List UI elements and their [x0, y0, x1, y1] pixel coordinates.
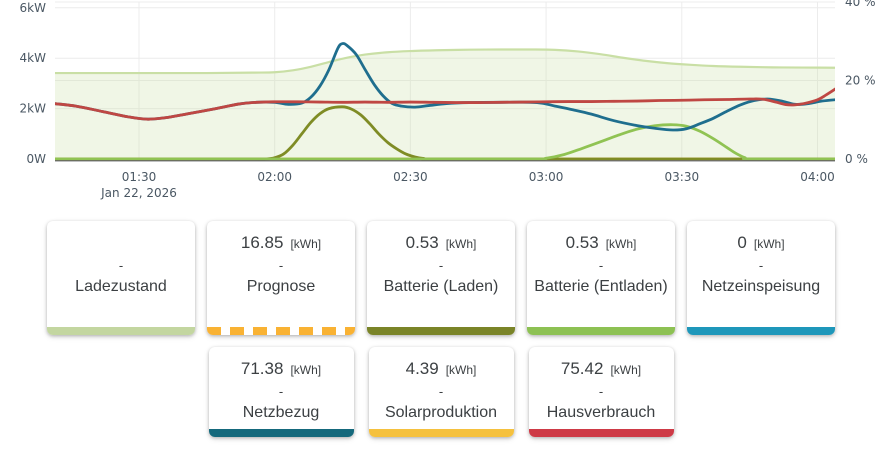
x-axis-label: 03:30: [665, 170, 700, 184]
y-axis-label-left: 0W: [27, 152, 47, 166]
stat-card-batterie-entladen[interactable]: 0.53 [kWh] - Batterie (Entladen): [527, 221, 675, 335]
card-unit: [kWh]: [445, 363, 477, 377]
card-value: 71.38: [240, 359, 284, 378]
power-chart[interactable]: 0W 2kW 4kW 6kW 0 % 20 % 40 % 01:30 02:00 02:30 03:…: [0, 0, 882, 205]
card-value: 75.42: [560, 359, 604, 378]
card-accent-bar: [687, 327, 835, 335]
card-accent-bar: [368, 429, 514, 437]
card-label: Netzeinspeisung: [701, 278, 821, 295]
stat-card-solarproduktion[interactable]: 4.39 [kWh] - Solarproduktion: [368, 347, 514, 437]
card-separator: -: [278, 384, 284, 399]
stat-card-row-1: - Ladezustand 16.85 [kWh] - Prognose 0.53…: [0, 221, 882, 335]
card-label: Solarproduktion: [384, 404, 498, 421]
x-axis-label: 03:00: [529, 170, 564, 184]
card-unit: [kWh]: [605, 237, 637, 251]
series-line-batterie-entladen-: [55, 123, 835, 161]
card-value: 16.85: [240, 233, 284, 252]
y-axis-label-right: 40 %: [845, 0, 876, 9]
card-label: Hausverbrauch: [546, 404, 656, 421]
card-value: 4.39: [405, 359, 439, 378]
y-axis-label-right: 0 %: [845, 152, 868, 166]
stat-card-ladezustand[interactable]: - Ladezustand: [47, 221, 195, 335]
card-unit: [kWh]: [753, 237, 785, 251]
card-accent-bar: [527, 327, 675, 335]
x-axis-label: 02:30: [393, 170, 428, 184]
x-axis-date-label: Jan 22, 2026: [100, 186, 177, 200]
card-value: 0.53: [565, 233, 599, 252]
card-accent-bar: [208, 429, 354, 437]
x-axis-label: 02:00: [257, 170, 292, 184]
card-value: 0.53: [405, 233, 439, 252]
card-separator: -: [758, 258, 764, 273]
card-accent-bar: [47, 327, 195, 335]
card-accent-bar: [367, 327, 515, 335]
card-label: Batterie (Laden): [383, 278, 499, 295]
stat-card-batterie-laden[interactable]: 0.53 [kWh] - Batterie (Laden): [367, 221, 515, 335]
card-accent-bar: [528, 429, 674, 437]
stat-card-netzbezug[interactable]: 71.38 [kWh] - Netzbezug: [208, 347, 354, 437]
stat-card-prognose[interactable]: 16.85 [kWh] - Prognose: [207, 221, 355, 335]
x-axis-label: 04:00: [800, 170, 835, 184]
card-label: Netzbezug: [242, 404, 320, 421]
stat-card-row-2: 71.38 [kWh] - Netzbezug 4.39 [kWh] - Solar…: [0, 347, 882, 437]
card-label: Batterie (Entladen): [534, 278, 668, 295]
card-separator: -: [438, 258, 444, 273]
card-value: 0: [737, 233, 747, 252]
card-separator: -: [278, 258, 284, 273]
x-axis-label: 01:30: [122, 170, 157, 184]
card-separator: -: [438, 384, 444, 399]
power-chart-canvas[interactable]: 0W 2kW 4kW 6kW 0 % 20 % 40 % 01:30 02:00 02:30 03:…: [0, 0, 882, 205]
card-label: Prognose: [246, 278, 316, 295]
card-label: Ladezustand: [75, 278, 167, 295]
card-unit: [kWh]: [445, 237, 477, 251]
card-accent-bar: [207, 327, 355, 335]
card-separator: -: [598, 258, 604, 273]
card-unit: [kWh]: [290, 363, 322, 377]
y-axis-label-right: 20 %: [845, 74, 876, 88]
card-unit: [kWh]: [290, 237, 322, 251]
stat-card-netzeinspeisung[interactable]: 0 [kWh] - Netzeinspeisung: [687, 221, 835, 335]
y-axis-label-left: 4kW: [20, 51, 47, 65]
y-axis-label-left: 2kW: [20, 102, 47, 116]
series-line-hausverbrauch: [55, 87, 835, 121]
stat-cards: - Ladezustand 16.85 [kWh] - Prognose 0.53…: [0, 221, 882, 437]
stat-card-hausverbrauch[interactable]: 75.42 [kWh] - Hausverbrauch: [528, 347, 674, 437]
card-unit: [kWh]: [610, 363, 642, 377]
card-separator: -: [118, 258, 124, 273]
series-line-ladezustand: [55, 48, 835, 75]
y-axis-label-left: 6kW: [20, 1, 47, 15]
card-separator: -: [598, 384, 604, 399]
